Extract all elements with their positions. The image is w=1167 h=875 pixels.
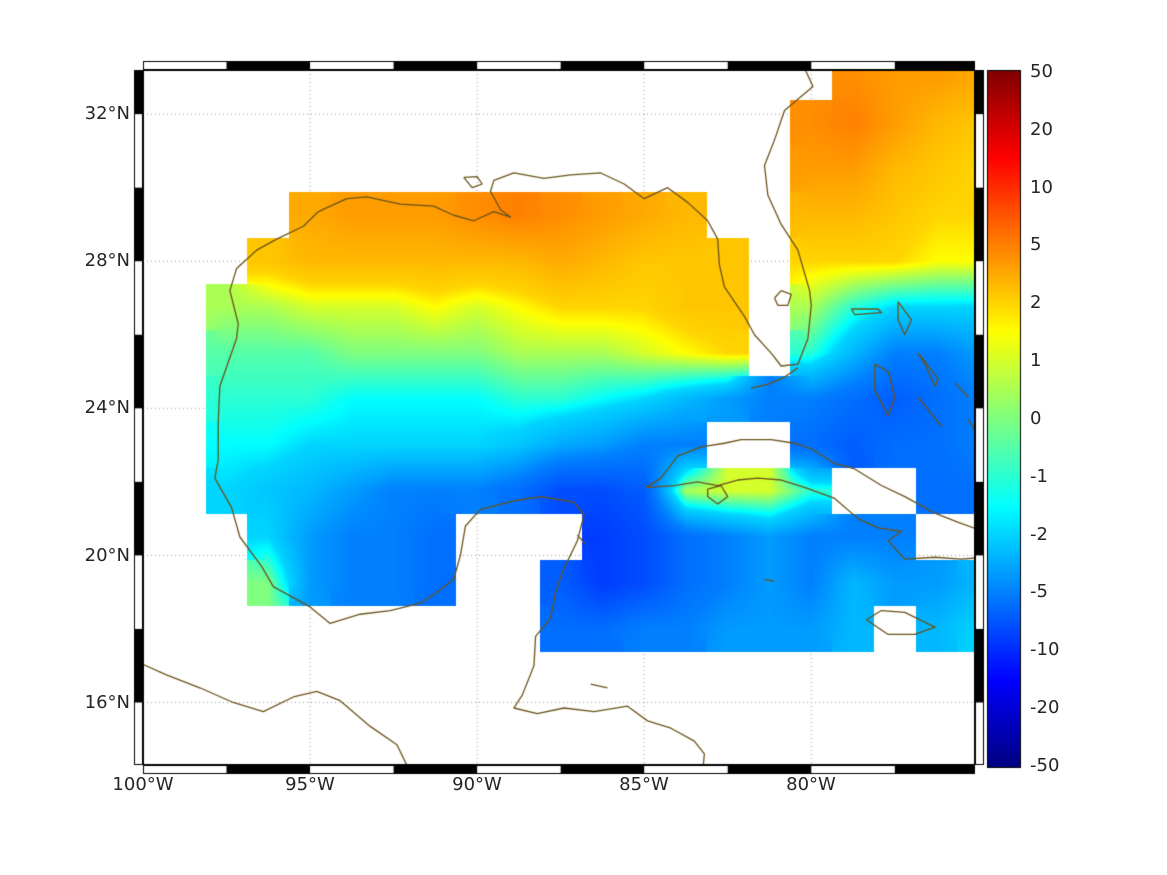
cb-tick-m2: -2 bbox=[1030, 524, 1048, 545]
cb-tick-m50: -50 bbox=[1030, 755, 1060, 776]
y-tick-20n: 20°N bbox=[84, 545, 130, 566]
cb-tick-5: 5 bbox=[1030, 234, 1042, 255]
cb-tick-20: 20 bbox=[1030, 119, 1053, 140]
cb-tick-m5: -5 bbox=[1030, 581, 1048, 602]
y-tick-32n: 32°N bbox=[84, 103, 130, 124]
x-tick-95w: 95°W bbox=[285, 774, 335, 795]
cb-tick-2: 2 bbox=[1030, 292, 1042, 313]
y-tick-28n: 28°N bbox=[84, 250, 130, 271]
x-tick-80w: 80°W bbox=[786, 774, 836, 795]
cb-tick-m10: -10 bbox=[1030, 639, 1060, 660]
cb-tick-1: 1 bbox=[1030, 350, 1042, 371]
y-tick-24n: 24°N bbox=[84, 397, 130, 418]
cb-tick-50: 50 bbox=[1030, 61, 1053, 82]
y-tick-16n: 16°N bbox=[84, 692, 130, 713]
x-tick-90w: 90°W bbox=[452, 774, 502, 795]
x-tick-85w: 85°W bbox=[619, 774, 669, 795]
cb-tick-m20: -20 bbox=[1030, 697, 1060, 718]
cb-tick-0: 0 bbox=[1030, 408, 1042, 429]
cb-tick-m1: -1 bbox=[1030, 466, 1048, 487]
cb-tick-10: 10 bbox=[1030, 177, 1053, 198]
x-tick-100w: 100°W bbox=[112, 774, 174, 795]
